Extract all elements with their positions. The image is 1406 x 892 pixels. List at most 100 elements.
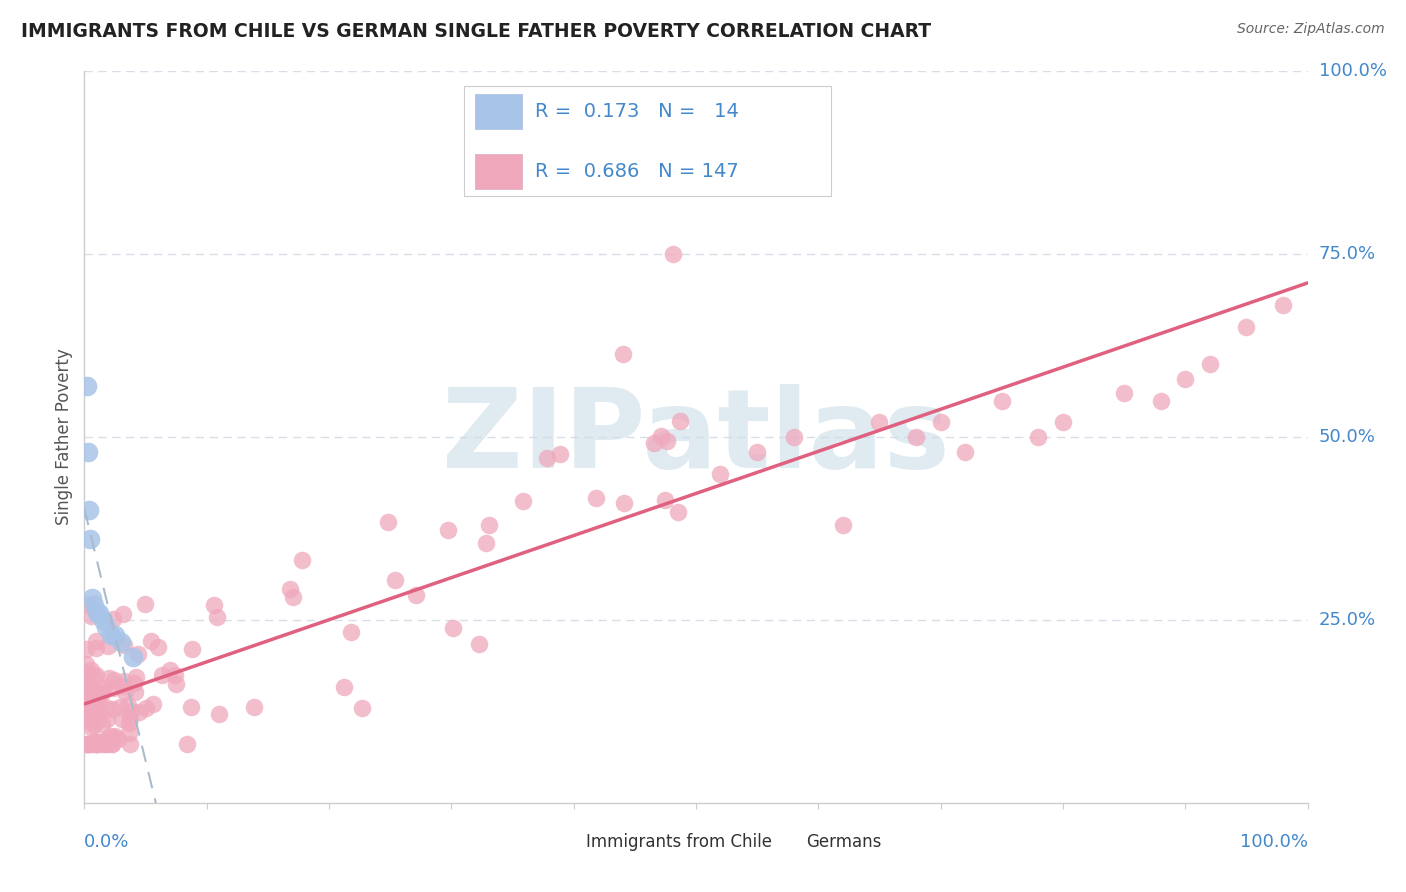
- Point: [79, 701, 101, 715]
- Point: [110, 635, 132, 649]
- Point: [118, 716, 141, 731]
- Point: [75, 737, 97, 751]
- Point: [75, 696, 97, 710]
- Point: [83, 693, 105, 707]
- Point: [75, 690, 97, 704]
- Point: [86, 667, 108, 681]
- Point: [75, 684, 97, 698]
- Point: [512, 494, 534, 508]
- Point: [100, 627, 122, 641]
- Point: [585, 491, 607, 505]
- Point: [76, 670, 98, 684]
- Point: [83, 737, 105, 751]
- Point: [97, 639, 120, 653]
- Point: [103, 681, 125, 696]
- Point: [377, 515, 399, 529]
- Point: [654, 492, 676, 507]
- Point: [101, 737, 124, 751]
- Point: [111, 679, 134, 693]
- Point: [96, 620, 118, 634]
- Point: [86, 737, 108, 751]
- Point: [1052, 416, 1074, 430]
- Text: 50.0%: 50.0%: [1319, 428, 1375, 446]
- Point: [146, 640, 169, 654]
- Point: [127, 647, 149, 661]
- Point: [79, 533, 101, 547]
- Point: [159, 663, 181, 677]
- Point: [75, 678, 97, 692]
- Point: [84, 640, 107, 655]
- Point: [77, 444, 100, 458]
- Point: [111, 712, 134, 726]
- Point: [101, 611, 124, 625]
- Point: [1198, 357, 1220, 371]
- Point: [613, 496, 636, 510]
- Point: [101, 737, 124, 751]
- Point: [90, 717, 112, 731]
- Point: [77, 503, 100, 517]
- Point: [783, 430, 806, 444]
- Point: [709, 467, 731, 481]
- Point: [1174, 371, 1197, 385]
- Point: [86, 606, 108, 620]
- Point: [831, 517, 853, 532]
- Point: [176, 737, 198, 751]
- Text: 100.0%: 100.0%: [1319, 62, 1386, 80]
- Point: [80, 684, 103, 698]
- Point: [101, 730, 124, 744]
- Text: 100.0%: 100.0%: [1240, 833, 1308, 851]
- Point: [96, 732, 118, 747]
- Point: [180, 700, 202, 714]
- Point: [80, 737, 103, 751]
- Point: [79, 715, 101, 730]
- Point: [107, 732, 129, 747]
- Point: [929, 416, 952, 430]
- Point: [76, 737, 98, 751]
- Point: [202, 598, 225, 612]
- FancyBboxPatch shape: [464, 86, 831, 195]
- Point: [478, 517, 501, 532]
- Text: Immigrants from Chile: Immigrants from Chile: [586, 833, 772, 851]
- Point: [87, 606, 110, 620]
- Point: [436, 523, 458, 537]
- Point: [468, 637, 491, 651]
- Point: [118, 711, 141, 725]
- Point: [135, 701, 157, 715]
- Point: [339, 624, 361, 639]
- Point: [283, 591, 305, 605]
- Point: [124, 685, 146, 699]
- Point: [75, 657, 97, 672]
- Point: [84, 700, 107, 714]
- Point: [747, 444, 769, 458]
- Point: [125, 670, 148, 684]
- FancyBboxPatch shape: [766, 832, 800, 853]
- Point: [905, 430, 928, 444]
- Point: [87, 712, 110, 726]
- Point: [97, 671, 120, 685]
- Point: [291, 553, 314, 567]
- Point: [80, 681, 103, 696]
- Point: [83, 669, 105, 683]
- Point: [118, 737, 141, 751]
- Point: [77, 737, 100, 751]
- Point: [869, 416, 891, 430]
- Point: [103, 673, 125, 687]
- Point: [93, 681, 115, 695]
- Point: [101, 702, 124, 716]
- Point: [79, 698, 101, 712]
- Point: [180, 642, 202, 657]
- Point: [441, 621, 464, 635]
- Point: [90, 685, 112, 699]
- FancyBboxPatch shape: [546, 832, 579, 853]
- Point: [79, 690, 101, 704]
- Point: [89, 735, 111, 749]
- Point: [1272, 298, 1295, 312]
- Point: [111, 607, 134, 621]
- Point: [134, 597, 156, 611]
- Point: [207, 706, 229, 721]
- Point: [243, 700, 266, 714]
- FancyBboxPatch shape: [475, 154, 522, 189]
- Point: [77, 670, 100, 684]
- Point: [86, 634, 108, 648]
- Point: [87, 689, 110, 703]
